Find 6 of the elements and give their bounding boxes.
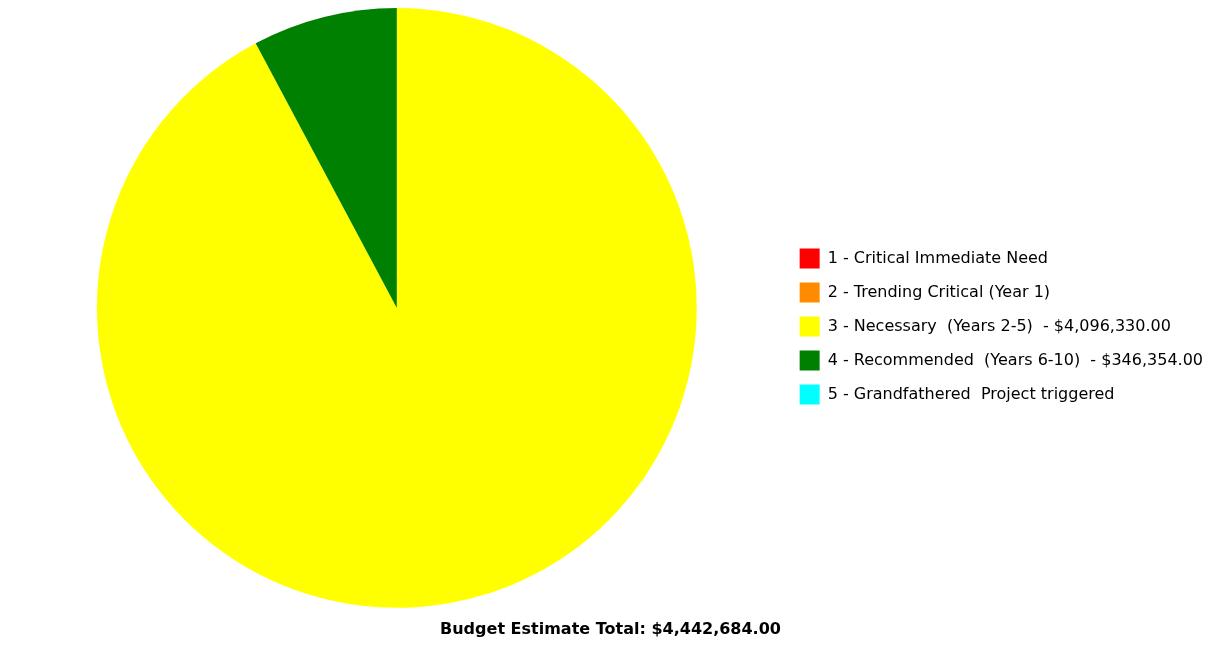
legend-label: 3 - Necessary (Years 2-5) - $4,096,330.00 [827,315,1171,335]
legend-label: 2 - Trending Critical (Year 1) [827,281,1051,301]
text: Budget Estimate Total: $4,442,684.00 [440,618,781,638]
legend-label: 1 - Critical Immediate Need [827,247,1048,267]
legend-label: 5 - Grandfathered Project triggered [827,383,1115,403]
legend-label: 4 - Recommended (Years 6-10) - $346,354.00 [827,349,1204,369]
